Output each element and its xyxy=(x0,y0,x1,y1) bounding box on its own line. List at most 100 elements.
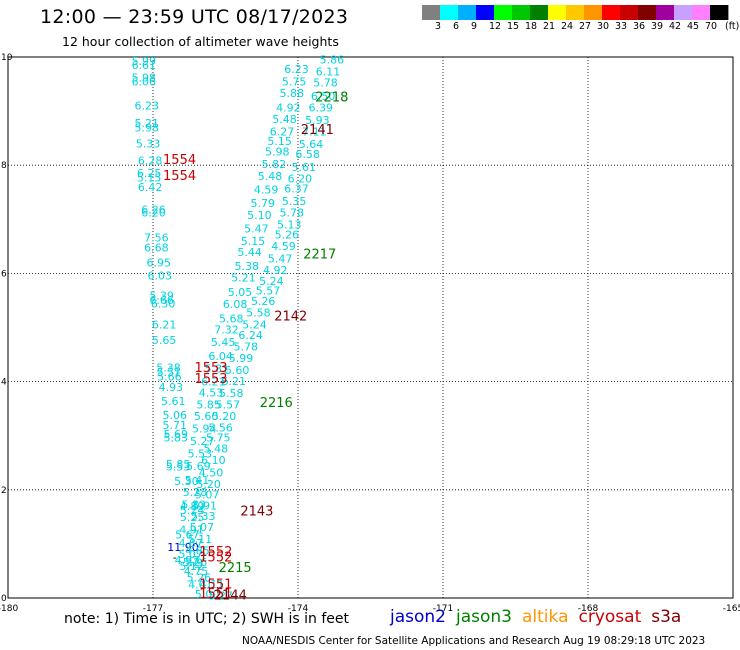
swh-value-label: 5.20 xyxy=(212,410,237,423)
swh-value-label: 5.78 xyxy=(313,76,338,89)
swh-value-label: 6.50 xyxy=(311,90,336,103)
x-tick-label: -171 xyxy=(433,604,453,614)
pass-label: 1552 xyxy=(199,545,232,560)
pass-label: 1551 xyxy=(199,577,232,592)
swh-value-label: 5.26 xyxy=(275,228,300,241)
swh-value-label: 5.41 xyxy=(185,474,210,487)
swh-value-label: 5.99 xyxy=(229,352,254,365)
swh-value-label: 5.69 xyxy=(186,460,211,473)
swh-value-label: 5.58 xyxy=(246,306,271,319)
x-tick-label: -177 xyxy=(143,604,163,614)
pass-label: 2141 xyxy=(301,123,334,138)
swh-value-label: 5.75 xyxy=(206,431,231,444)
swh-value-label: 5.64 xyxy=(299,138,324,151)
color-swatch xyxy=(422,5,441,20)
pass-label: 1551 xyxy=(199,587,232,602)
swh-value-label: 5.24 xyxy=(242,318,267,331)
swh-value-label: 6.10 xyxy=(201,454,226,467)
swh-value-label: 5.78 xyxy=(279,206,304,219)
pass-label: 1553 xyxy=(194,361,227,376)
swh-value-label: 6.11 xyxy=(316,66,341,79)
swh-value-label: 6.24 xyxy=(238,329,263,342)
swh-value-label: 5.12 xyxy=(179,560,204,573)
pass-label: 2217 xyxy=(303,247,336,262)
swh-value-label: 5.47 xyxy=(244,222,269,235)
swh-value-label: 4.92 xyxy=(263,264,288,277)
color-scale-label: 24 xyxy=(561,21,574,32)
plot-frame xyxy=(7,56,734,599)
pass-label: 2143 xyxy=(240,504,273,519)
units-note: note: 1) Time is in UTC; 2) SWH is in fe… xyxy=(64,611,350,627)
swh-value-label: 6.21 xyxy=(152,318,177,331)
swh-value-label: 4.97 xyxy=(175,554,200,567)
swh-value-label: 5.93 xyxy=(305,114,330,127)
swh-value-label: 5.33 xyxy=(136,138,161,151)
swh-value-label: 5.44 xyxy=(237,246,262,259)
color-swatch xyxy=(710,5,729,20)
pass-label: 1552 xyxy=(199,550,232,565)
swh-value-label: 5.28 xyxy=(183,486,208,499)
swh-value-label: 5.26 xyxy=(187,571,212,584)
swh-value-label: 5.39 xyxy=(149,290,174,303)
swh-value-label: 6.42 xyxy=(138,181,163,194)
swh-value-label: 4.75 xyxy=(184,565,209,578)
swh-value-label: 5.58 xyxy=(219,387,244,400)
swh-value-label: 5.60 xyxy=(194,410,219,423)
swh-value-label: 6.95 xyxy=(147,257,172,270)
color-scale-label: 33 xyxy=(615,21,628,32)
color-swatch xyxy=(458,5,477,20)
color-swatch xyxy=(584,5,603,20)
swh-value-label: 5.15 xyxy=(267,135,292,148)
swh-value-label: 5.38 xyxy=(235,260,260,273)
swh-value-label: 5.67 xyxy=(175,529,200,542)
swh-value-label: 5.07 xyxy=(178,548,203,561)
swh-value-label: 6.20 xyxy=(288,173,313,186)
color-scale-labels: 3 6 9 12 15 18 21 24 27 30 33 36 39 42 45 70 (ft) xyxy=(422,21,739,33)
swh-value-label: 6.58 xyxy=(295,148,320,161)
y-tick-label: 4 xyxy=(1,378,7,388)
pass-label: 2142 xyxy=(274,310,307,325)
pass-label: 2218 xyxy=(315,91,348,106)
swh-value-label: 5.98 xyxy=(134,121,159,134)
color-swatch xyxy=(548,5,567,20)
swh-value-label: 5.85 xyxy=(196,398,221,411)
color-scale xyxy=(422,5,729,20)
swh-value-label: 5.57 xyxy=(256,285,281,298)
swh-value-label: 5.15 xyxy=(241,235,266,248)
swh-value-label: 4.59 xyxy=(271,240,296,253)
swh-value-label: 5.61 xyxy=(161,395,186,408)
y-tick-label: 10 xyxy=(1,53,13,63)
swh-value-label: 6.06 xyxy=(132,75,157,88)
swh-value-label: 5.98 xyxy=(132,72,157,85)
swh-value-label: 4.11 xyxy=(200,578,225,591)
swh-value-label: 5.11 xyxy=(188,533,213,546)
swh-value-label: - xyxy=(173,551,177,564)
color-swatch xyxy=(638,5,657,20)
swh-value-label: 4.59 xyxy=(254,184,279,197)
swh-value-label: 6.23 xyxy=(134,100,159,113)
swh-value-label: 5.56 xyxy=(208,422,233,435)
swh-value-label: 5.38 xyxy=(156,362,181,375)
y-tick-label: 8 xyxy=(1,161,7,171)
swh-value-label: 5.51 xyxy=(157,366,182,379)
color-swatch xyxy=(476,5,495,20)
x-tick-label: -168 xyxy=(578,604,599,614)
color-scale-label: 27 xyxy=(579,21,592,32)
swh-value-label: 5.26 xyxy=(183,556,208,569)
y-tick-label: 0 xyxy=(1,594,7,604)
swh-value-label: 5.13 xyxy=(277,219,302,232)
swh-value-label: 4.93 xyxy=(159,381,184,394)
swh-value-label: 5.47 xyxy=(268,252,293,265)
color-scale-label: 70 xyxy=(705,21,718,32)
swh-value-label: 6.21 xyxy=(221,375,246,388)
swh-value-label: 4.85 xyxy=(185,544,210,557)
swh-value-label: 5.48 xyxy=(204,443,229,456)
color-scale-label: 12 xyxy=(489,21,502,32)
swh-value-label: 6.04 xyxy=(208,350,233,363)
swh-value-label: 5.68 xyxy=(219,312,244,325)
color-swatch xyxy=(530,5,549,20)
swh-value-label: 5.15 xyxy=(137,172,162,185)
color-scale-label: 18 xyxy=(525,21,538,32)
pass-label: 2144 xyxy=(214,588,247,603)
swh-value-label: 4.01 xyxy=(188,578,213,591)
